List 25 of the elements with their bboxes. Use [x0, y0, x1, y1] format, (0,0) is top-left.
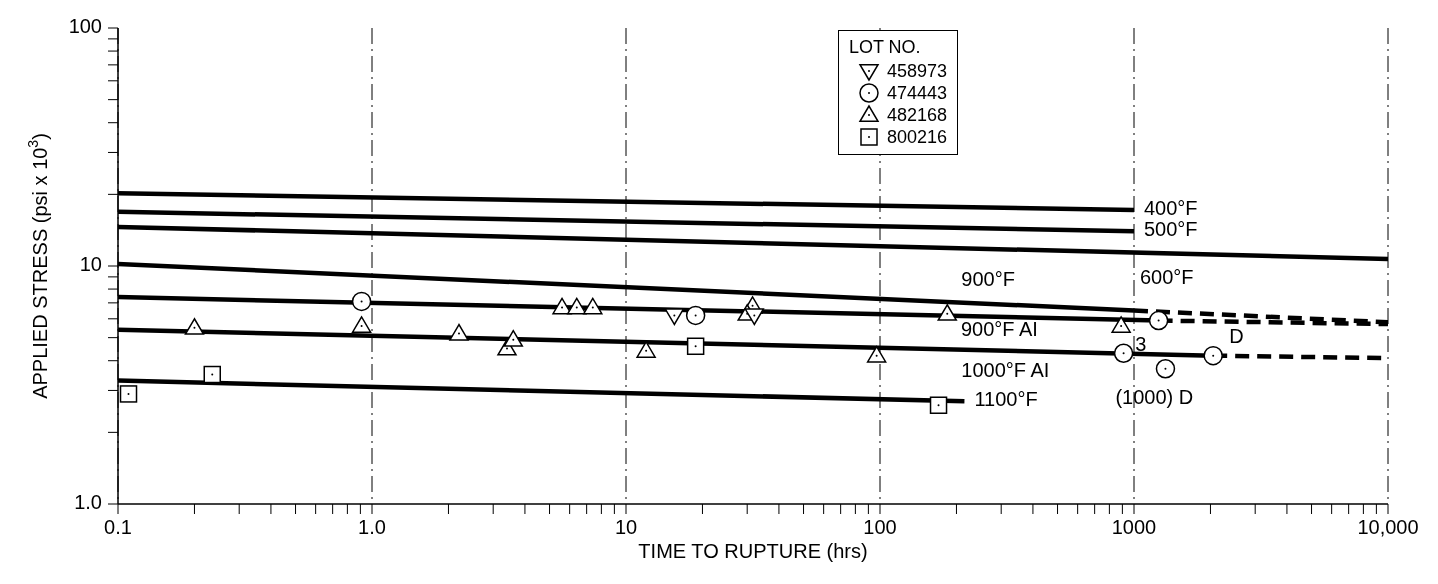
annotation: D — [1229, 324, 1244, 347]
x-tick-label: 10 — [614, 516, 638, 538]
x-tick-label: 1.0 — [358, 516, 386, 538]
series-label: 900°F AI — [960, 318, 1038, 341]
y-tick-label: 1.0 — [74, 491, 102, 514]
legend-label: 474443 — [886, 82, 947, 104]
y-tick-label: 100 — [68, 15, 102, 38]
legend-title: LOT NO. — [848, 37, 922, 58]
series-label: 1100°F — [974, 388, 1038, 411]
x-tick-label: 1000 — [1111, 516, 1157, 538]
annotation: (1000) D — [1115, 386, 1194, 409]
series-label: 500°F — [1144, 218, 1198, 241]
series-label: 600°F — [1140, 265, 1194, 288]
legend-label: 482168 — [886, 104, 947, 126]
legend-label: 458973 — [886, 60, 947, 82]
y-tick-label: 10 — [79, 253, 102, 276]
x-tick-label: 100 — [863, 516, 897, 538]
x-tick-label: 10,000 — [1357, 516, 1419, 538]
annotation: 3 — [1135, 333, 1147, 356]
legend-label: 800216 — [886, 126, 947, 148]
x-tick-label: 0.1 — [104, 516, 132, 538]
x-axis-title: TIME TO RUPTURE (hrs) — [638, 540, 868, 562]
series-label: 400°F — [1144, 197, 1198, 220]
series-label: 900°F — [961, 267, 1015, 290]
series-label: 1000°F AI — [961, 358, 1050, 381]
